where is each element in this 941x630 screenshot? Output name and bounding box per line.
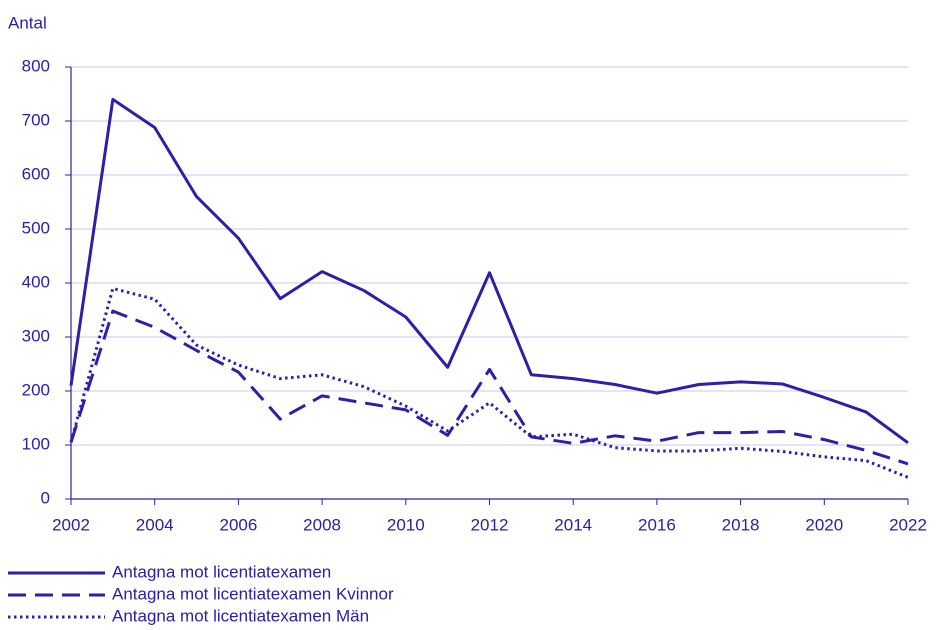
x-tick-label: 2012 <box>471 515 509 534</box>
y-tick-label: 700 <box>22 110 50 129</box>
x-tick-label: 2022 <box>889 515 927 534</box>
x-tick-label: 2006 <box>219 515 257 534</box>
x-tick-label: 2020 <box>805 515 843 534</box>
x-tick-label: 2010 <box>387 515 425 534</box>
y-tick-label: 500 <box>22 218 50 237</box>
series-line <box>69 309 909 466</box>
x-tick-label: 2014 <box>554 515 592 534</box>
y-tick-label: 0 <box>41 488 50 507</box>
series-line <box>69 97 909 445</box>
legend-label: Antagna mot licentiatexamen <box>112 562 331 581</box>
y-tick-label: 400 <box>22 272 50 291</box>
y-tick-label: 600 <box>22 164 50 183</box>
y-axis-label: Antal <box>8 13 47 32</box>
x-tick-label: 2002 <box>52 515 90 534</box>
y-tick-label: 800 <box>22 56 50 75</box>
y-tick-label: 100 <box>22 434 50 453</box>
x-tick-label: 2016 <box>638 515 676 534</box>
x-tick-label: 2004 <box>136 515 174 534</box>
y-tick-label: 300 <box>22 326 50 345</box>
legend-label: Antagna mot licentiatexamen Kvinnor <box>112 584 394 603</box>
legend-label: Antagna mot licentiatexamen Män <box>112 606 369 625</box>
y-tick-label: 200 <box>22 380 50 399</box>
x-tick-label: 2018 <box>722 515 760 534</box>
x-tick-label: 2008 <box>303 515 341 534</box>
